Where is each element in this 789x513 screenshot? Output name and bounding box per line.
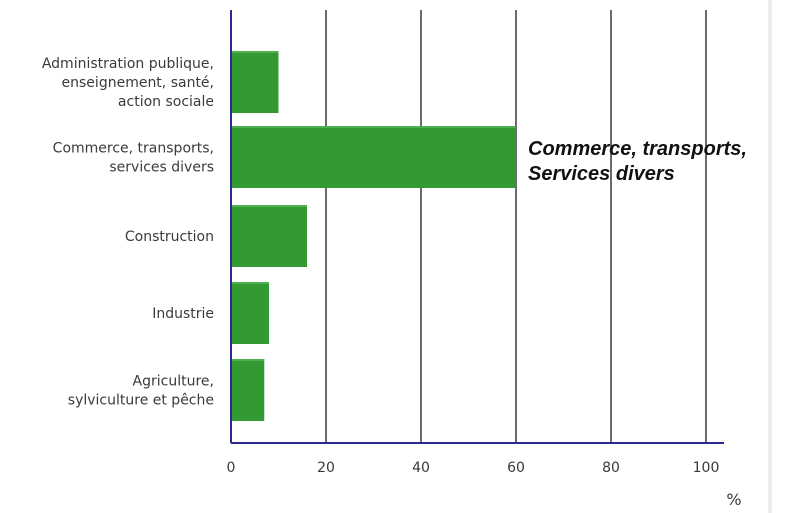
category-label-line: Construction — [125, 229, 214, 245]
bar — [231, 205, 307, 267]
axes — [230, 10, 724, 444]
x-tick-label: 20 — [317, 460, 335, 476]
bars — [231, 51, 516, 421]
category-label-line: Administration publique, — [42, 56, 214, 72]
category-label: Construction — [125, 229, 214, 245]
category-label-line: Agriculture, — [133, 374, 214, 390]
annotation-line: Services divers — [528, 163, 675, 185]
bar-highlight — [231, 126, 516, 128]
category-label: Administration publique, enseignement, sa… — [42, 56, 214, 110]
bar-highlight — [231, 51, 279, 53]
category-label: Agriculture, sylviculture et pêche — [68, 374, 214, 409]
x-tick-label: 60 — [507, 460, 525, 476]
category-label: Commerce, transports, services divers — [53, 141, 214, 176]
x-axis-unit-label: % — [726, 490, 741, 509]
annotation-line: Commerce, transports, — [528, 138, 747, 160]
category-label-line: enseignement, santé, — [62, 75, 214, 91]
bar — [231, 126, 516, 188]
x-tick-label: 80 — [602, 460, 620, 476]
category-labels: Administration publique, enseignement, sa… — [42, 56, 214, 409]
bar-highlight — [231, 205, 307, 207]
bar — [231, 282, 269, 344]
bar — [231, 359, 265, 421]
bar — [231, 51, 279, 113]
x-tick-labels: 0 20 40 60 80 100 — [227, 460, 720, 476]
category-label-line: action sociale — [118, 94, 214, 110]
x-tick-label: 100 — [693, 460, 720, 476]
x-tick-label: 0 — [227, 460, 236, 476]
category-label-line: Commerce, transports, — [53, 141, 214, 157]
bar-highlight — [231, 282, 269, 284]
category-label-line: services divers — [109, 160, 214, 176]
grid-lines — [325, 10, 707, 443]
bar-highlight — [231, 359, 265, 361]
category-label: Industrie — [152, 306, 214, 322]
panel-divider — [768, 0, 772, 513]
category-label-line: sylviculture et pêche — [68, 393, 214, 409]
category-label-line: Industrie — [152, 306, 214, 322]
x-tick-label: 40 — [412, 460, 430, 476]
bar-annotation: Commerce, transports, Services divers — [528, 138, 747, 185]
